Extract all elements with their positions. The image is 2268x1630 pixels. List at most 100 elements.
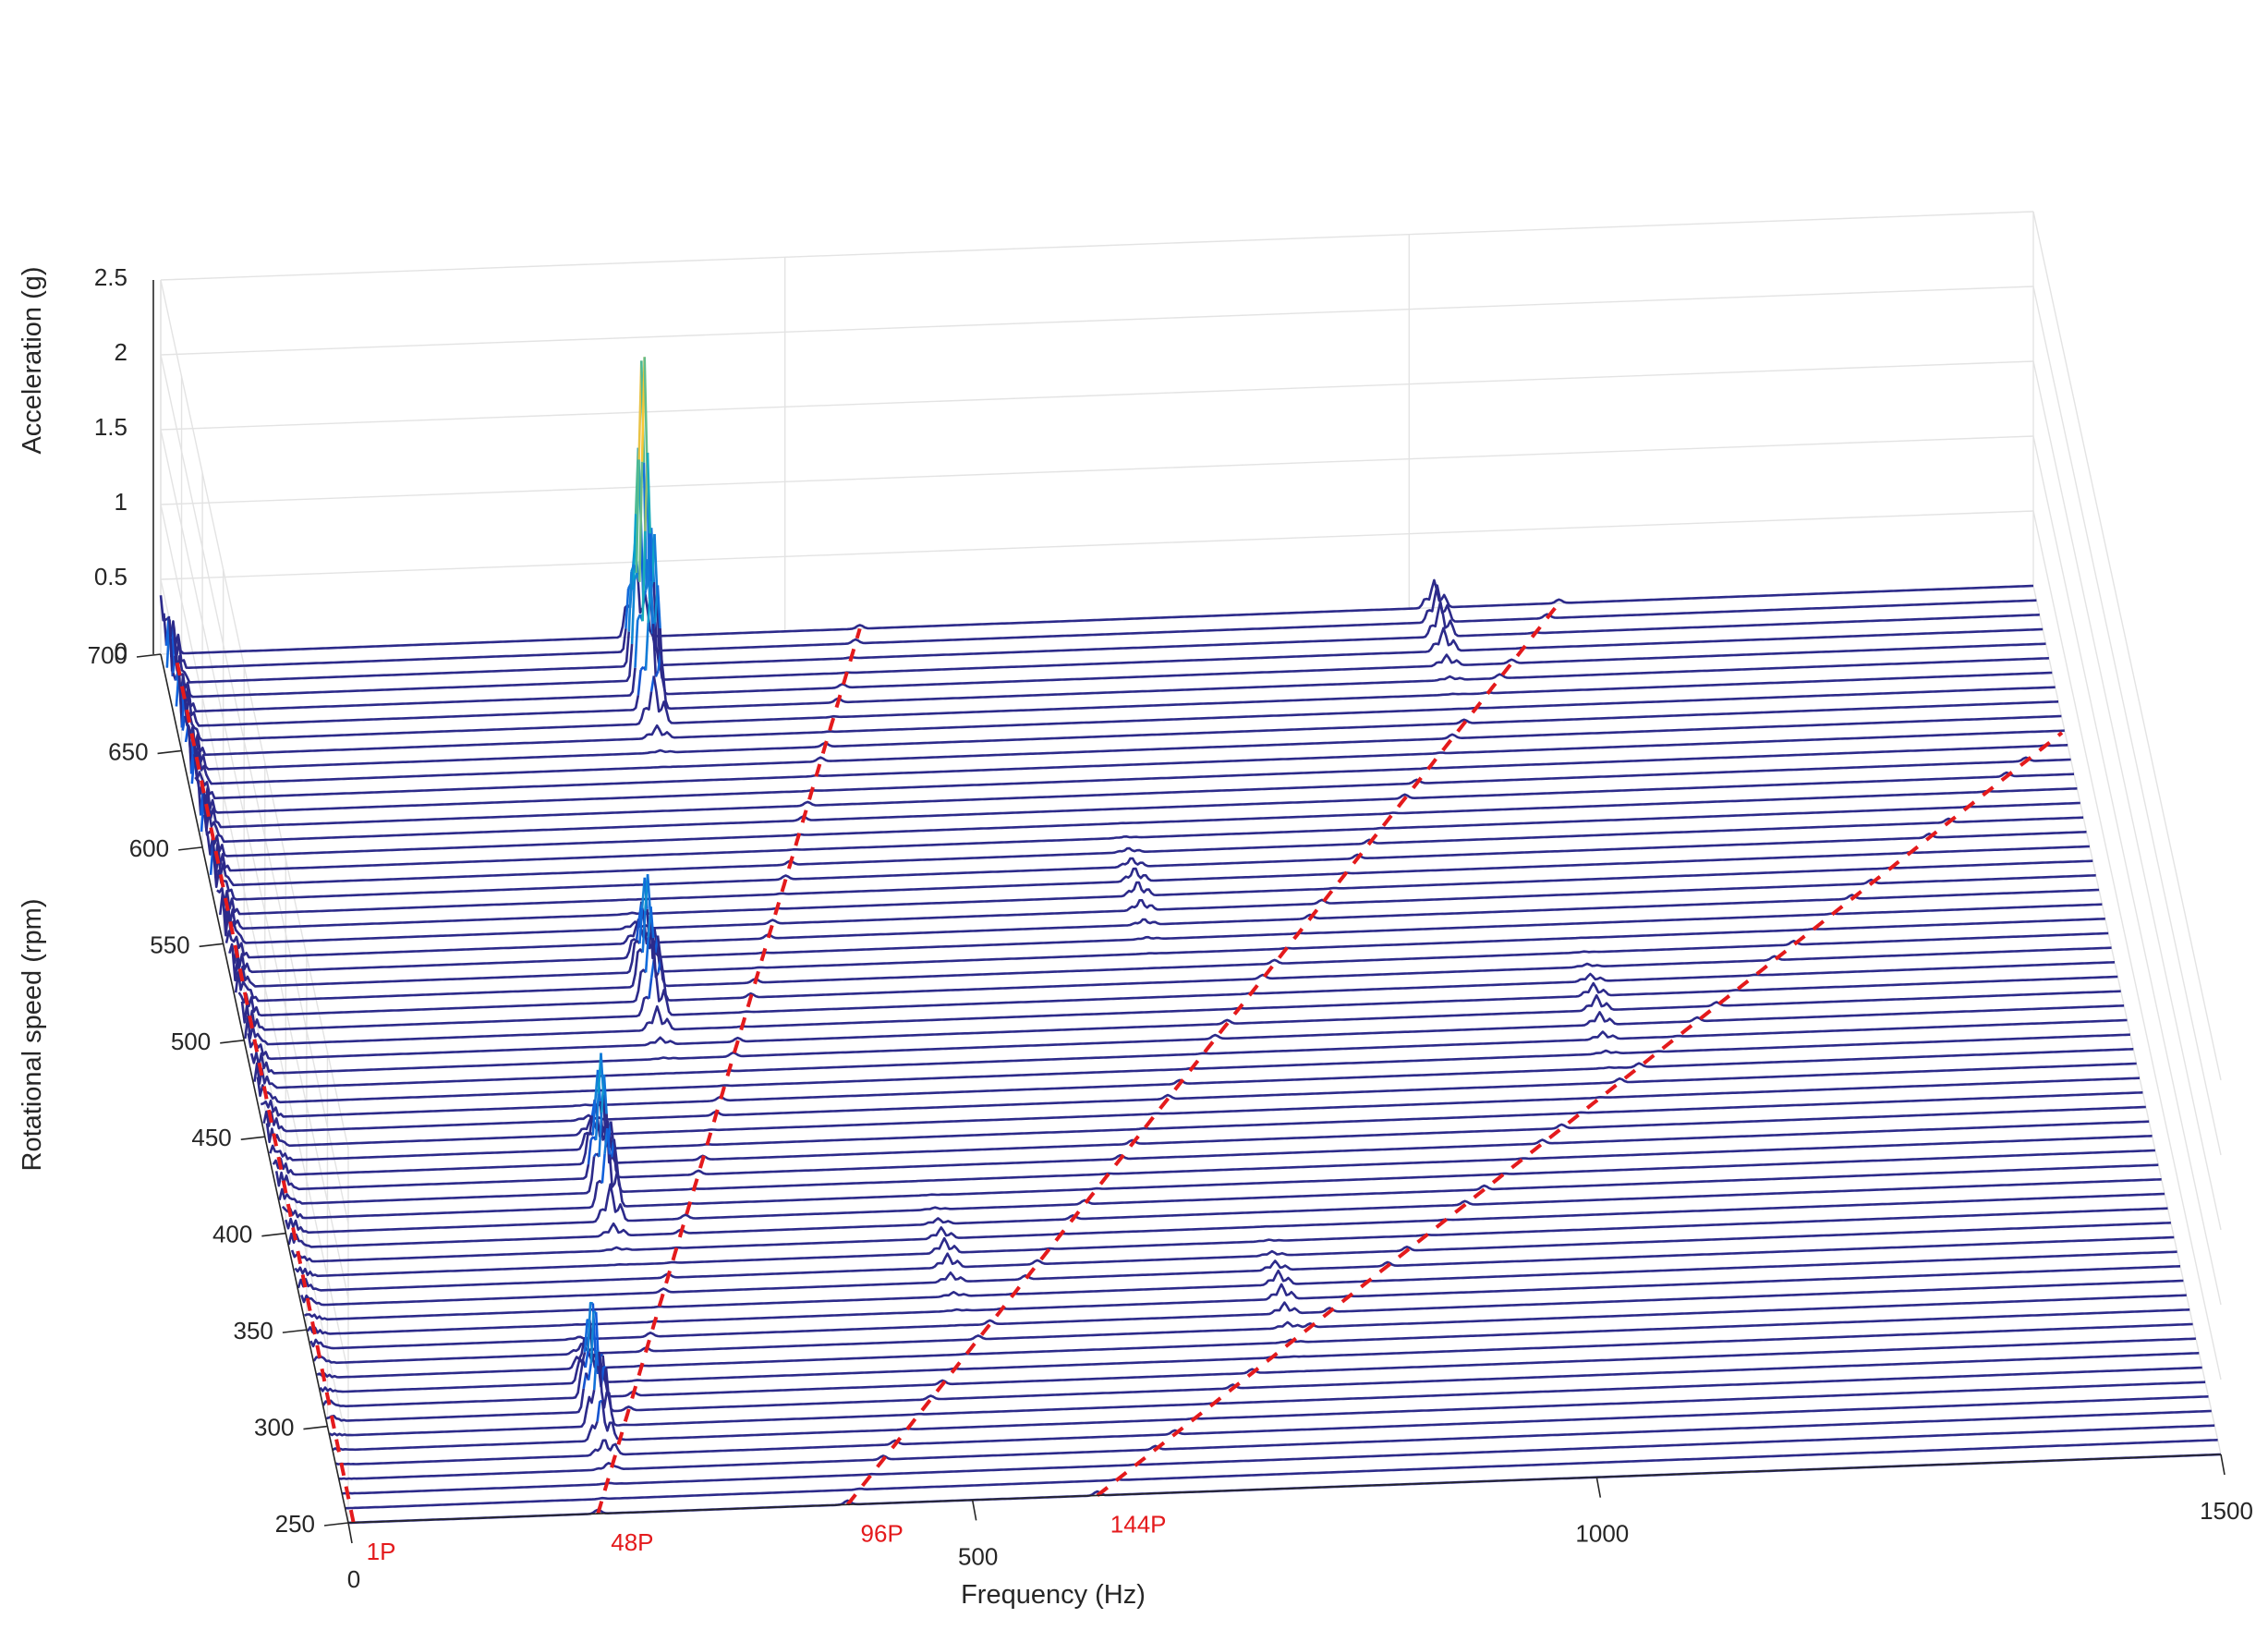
trace-segment [224, 888, 2100, 959]
x-tick [2220, 1454, 2226, 1476]
y-tick-label: 700 [88, 641, 127, 669]
spectrum-trace [300, 1235, 2175, 1307]
trace-segment [643, 357, 649, 466]
trace-segment [228, 938, 637, 974]
axes: 0 500 1000 1500 250 300 350 400 450 500 550 600 650 7… [88, 263, 2253, 1593]
trace-segment [646, 452, 651, 534]
trace-segment [183, 691, 653, 742]
spectrum-trace [262, 1062, 2137, 1133]
trace-segment [652, 581, 2040, 667]
y-tick [178, 846, 203, 851]
spectrum-trace [290, 1192, 2165, 1263]
spectrum-trace [175, 580, 2049, 727]
spectrum-trace [345, 1439, 2218, 1510]
x-tick-label: 500 [958, 1542, 998, 1570]
trace-segment [184, 686, 2056, 757]
grid-line-z [160, 286, 2034, 356]
trace-segment [182, 681, 640, 727]
trace-segment [306, 1265, 2181, 1335]
order-label-48P: 48P [611, 1528, 653, 1556]
spectrum-trace [165, 360, 2040, 684]
trace-segment [591, 1100, 597, 1136]
trace-segment [290, 1192, 2165, 1263]
trace-segment [345, 1439, 2218, 1510]
spectrum-trace [341, 1424, 2215, 1495]
trace-segment [632, 514, 637, 590]
spectrum-trace [206, 801, 2080, 872]
trace-segment [338, 1409, 2212, 1480]
trace-segment [247, 990, 2121, 1061]
spectrum-trace [240, 959, 2116, 1031]
trace-segment [652, 959, 2116, 1016]
y-tick [136, 653, 162, 658]
spectrum-trace [163, 447, 2037, 670]
trace-segment [297, 1222, 2171, 1292]
trace-segment [193, 729, 2065, 800]
trace-segment [274, 1163, 590, 1191]
z-tick-label: 0 [115, 638, 127, 665]
grid-layer [160, 211, 2222, 1524]
trace-segment [341, 1424, 2215, 1495]
spectrum-trace [297, 1222, 2171, 1292]
trace-segment [593, 1091, 2143, 1150]
trace-segment [194, 744, 2068, 814]
trace-segment [309, 1279, 2184, 1350]
trace-segment [202, 771, 2075, 844]
trace-segment [627, 571, 633, 632]
trace-segment [594, 1093, 600, 1140]
y-axis-title: Rotational speed (rpm) [18, 899, 47, 1172]
spectrum-trace [212, 831, 2087, 901]
trace-segment [654, 670, 660, 677]
y-tick-label: 300 [254, 1414, 294, 1441]
trace-segment [265, 1077, 2141, 1148]
trace-segment [638, 907, 644, 944]
trace-segment [285, 1163, 2159, 1235]
trace-segment [294, 1207, 2168, 1278]
order-line-48P [596, 627, 862, 1514]
grid-line-z [160, 211, 2034, 281]
spectrum-trace [222, 874, 2096, 944]
spectrum-trace [281, 1127, 2155, 1220]
trace-segment [635, 459, 640, 574]
spectrum-trace [332, 1381, 2206, 1452]
spectrum-trace [253, 1018, 2128, 1089]
trace-segment [644, 937, 650, 973]
order-lines: 1P 48P 96P 144P [173, 602, 2064, 1565]
trace-segment [192, 714, 2062, 785]
trace-segment [321, 1359, 587, 1408]
trace-segment [600, 1381, 2206, 1441]
trace-segment [203, 787, 2078, 858]
spectrum-trace [190, 729, 2065, 800]
trace-segment [216, 845, 2090, 916]
trace-segment [260, 1048, 2134, 1118]
trace-segment [587, 1301, 593, 1352]
trace-segment [191, 700, 2059, 771]
order-label-144P: 144P [1110, 1510, 1167, 1538]
x-tick-label: 0 [347, 1565, 360, 1593]
spectrum-trace [216, 845, 2090, 916]
trace-segment [638, 461, 644, 582]
trace-segment [600, 1354, 603, 1357]
trace-segment [253, 1018, 2128, 1089]
spectrum-trace [200, 771, 2075, 844]
x-axis-title: Frequency (Hz) [961, 1580, 1146, 1610]
spectrum-trace [294, 1207, 2168, 1278]
trace-segment [610, 1120, 2150, 1179]
spectrum-trace [172, 452, 2046, 713]
spectrum-trace [285, 1163, 2159, 1235]
trace-segment [659, 651, 2049, 711]
trace-segment [212, 816, 2084, 887]
trace-segment [589, 1311, 595, 1364]
x-tick-label: 1000 [1575, 1520, 1629, 1548]
trace-segment [601, 1337, 2196, 1398]
y-tick [220, 1039, 245, 1044]
spectrum-trace [249, 1004, 2125, 1075]
trace-segment [630, 580, 637, 645]
grid-line-z-side [160, 354, 349, 1224]
trace-segment [234, 948, 644, 1003]
trace-segment [648, 977, 653, 999]
spectrum-trace [304, 1250, 2177, 1321]
trace-segment [201, 756, 2071, 829]
spectrum-trace [269, 1091, 2143, 1162]
order-label-96P: 96P [861, 1519, 904, 1547]
